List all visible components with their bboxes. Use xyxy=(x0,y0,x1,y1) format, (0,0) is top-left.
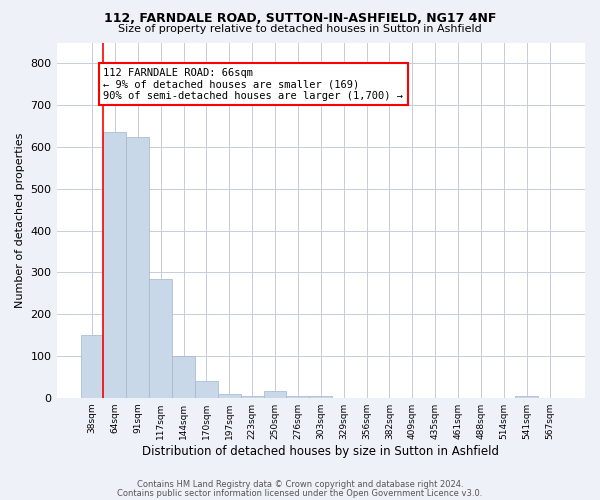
Bar xyxy=(80,335,103,398)
Bar xyxy=(172,356,195,398)
Bar xyxy=(103,132,127,398)
Text: Contains public sector information licensed under the Open Government Licence v3: Contains public sector information licen… xyxy=(118,489,482,498)
Text: Contains HM Land Registry data © Crown copyright and database right 2024.: Contains HM Land Registry data © Crown c… xyxy=(137,480,463,489)
Bar xyxy=(310,396,332,398)
Bar xyxy=(127,136,149,398)
Text: Size of property relative to detached houses in Sutton in Ashfield: Size of property relative to detached ho… xyxy=(118,24,482,34)
Bar xyxy=(263,392,286,398)
Bar xyxy=(241,396,263,398)
Bar xyxy=(286,396,310,398)
Bar xyxy=(515,396,538,398)
Text: 112, FARNDALE ROAD, SUTTON-IN-ASHFIELD, NG17 4NF: 112, FARNDALE ROAD, SUTTON-IN-ASHFIELD, … xyxy=(104,12,496,26)
Text: 112 FARNDALE ROAD: 66sqm
← 9% of detached houses are smaller (169)
90% of semi-d: 112 FARNDALE ROAD: 66sqm ← 9% of detache… xyxy=(103,68,403,101)
Bar xyxy=(218,394,241,398)
Bar xyxy=(195,381,218,398)
Y-axis label: Number of detached properties: Number of detached properties xyxy=(15,132,25,308)
Bar xyxy=(149,278,172,398)
X-axis label: Distribution of detached houses by size in Sutton in Ashfield: Distribution of detached houses by size … xyxy=(142,444,499,458)
